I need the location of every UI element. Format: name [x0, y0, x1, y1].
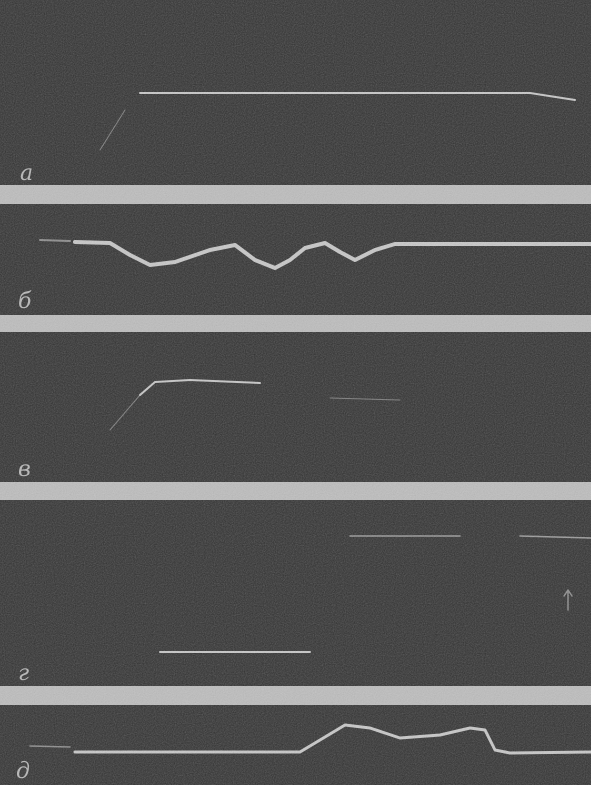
panel-label: г — [18, 661, 29, 686]
film-grain — [0, 0, 591, 785]
panel-label: а — [20, 161, 33, 186]
oscillogram-photo: а б в г д — [0, 0, 591, 785]
panel-label: д — [16, 759, 30, 784]
panel-label: б — [18, 289, 32, 314]
panel-label: в — [18, 457, 31, 482]
